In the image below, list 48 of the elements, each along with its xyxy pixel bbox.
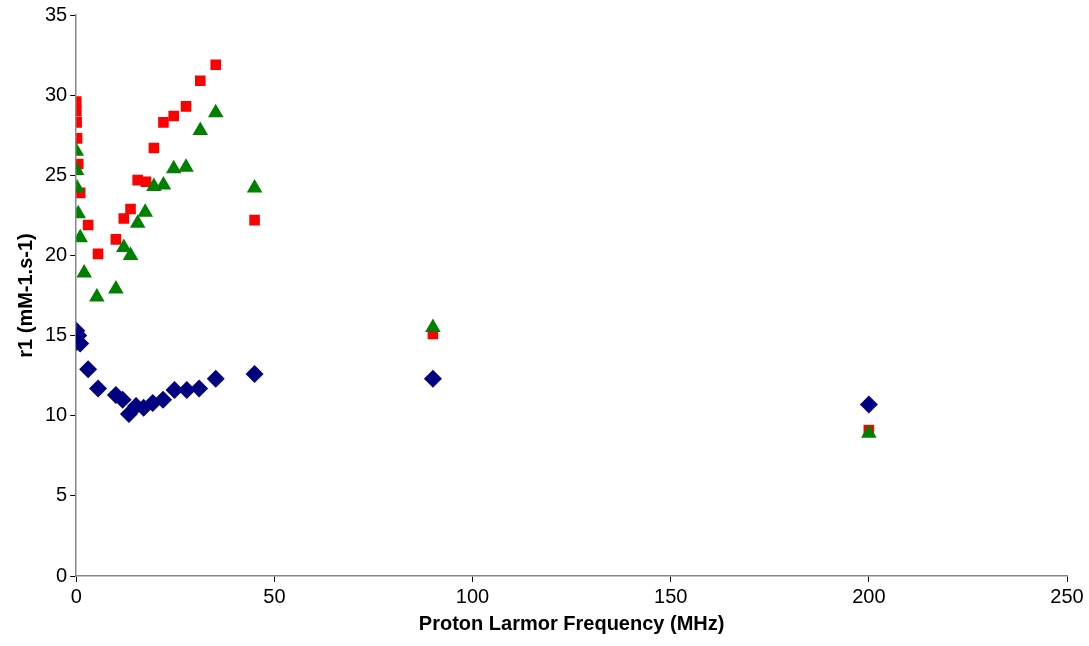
point bbox=[146, 177, 162, 192]
point bbox=[89, 379, 108, 398]
x-tick-label: 250 bbox=[1050, 584, 1084, 607]
point bbox=[178, 158, 194, 172]
point bbox=[859, 395, 878, 414]
point bbox=[122, 246, 139, 260]
point bbox=[194, 75, 206, 87]
point bbox=[168, 110, 180, 122]
x-tick-label: 200 bbox=[852, 584, 886, 607]
x-tick-label: 0 bbox=[70, 584, 82, 607]
y-tick-label: 5 bbox=[56, 483, 68, 506]
point bbox=[165, 159, 182, 174]
y-axis-title: r1 (mM-1.s-1) bbox=[13, 233, 36, 358]
y-tick-label: 10 bbox=[45, 403, 68, 426]
point bbox=[207, 103, 224, 118]
point bbox=[206, 369, 225, 388]
point bbox=[158, 117, 169, 128]
point bbox=[249, 214, 260, 226]
point bbox=[192, 121, 209, 135]
y-tick-label: 15 bbox=[45, 323, 68, 346]
point bbox=[116, 238, 132, 252]
point bbox=[110, 234, 122, 245]
y-tick-label: 35 bbox=[45, 2, 68, 25]
point bbox=[154, 390, 173, 409]
point bbox=[423, 369, 442, 388]
point bbox=[118, 213, 130, 224]
point bbox=[76, 264, 92, 278]
y-tick-label: 20 bbox=[45, 242, 68, 265]
point bbox=[190, 379, 209, 398]
point bbox=[129, 214, 146, 228]
point bbox=[180, 101, 192, 112]
point bbox=[140, 176, 152, 187]
point bbox=[246, 179, 263, 193]
point bbox=[425, 318, 441, 333]
point bbox=[245, 365, 264, 384]
y-tick-label: 0 bbox=[56, 563, 68, 586]
x-tick-label: 100 bbox=[455, 584, 490, 607]
point bbox=[210, 59, 222, 70]
point bbox=[89, 288, 105, 302]
y-tick-label: 25 bbox=[45, 162, 68, 185]
point bbox=[125, 203, 136, 215]
y-tick-label: 30 bbox=[45, 82, 68, 105]
point bbox=[79, 360, 98, 379]
x-axis-title: Proton Larmor Frequency (MHz) bbox=[418, 611, 725, 634]
point bbox=[108, 280, 124, 294]
x-tick-label: 50 bbox=[263, 584, 286, 607]
x-tick-label: 150 bbox=[654, 584, 688, 607]
point bbox=[137, 203, 153, 217]
